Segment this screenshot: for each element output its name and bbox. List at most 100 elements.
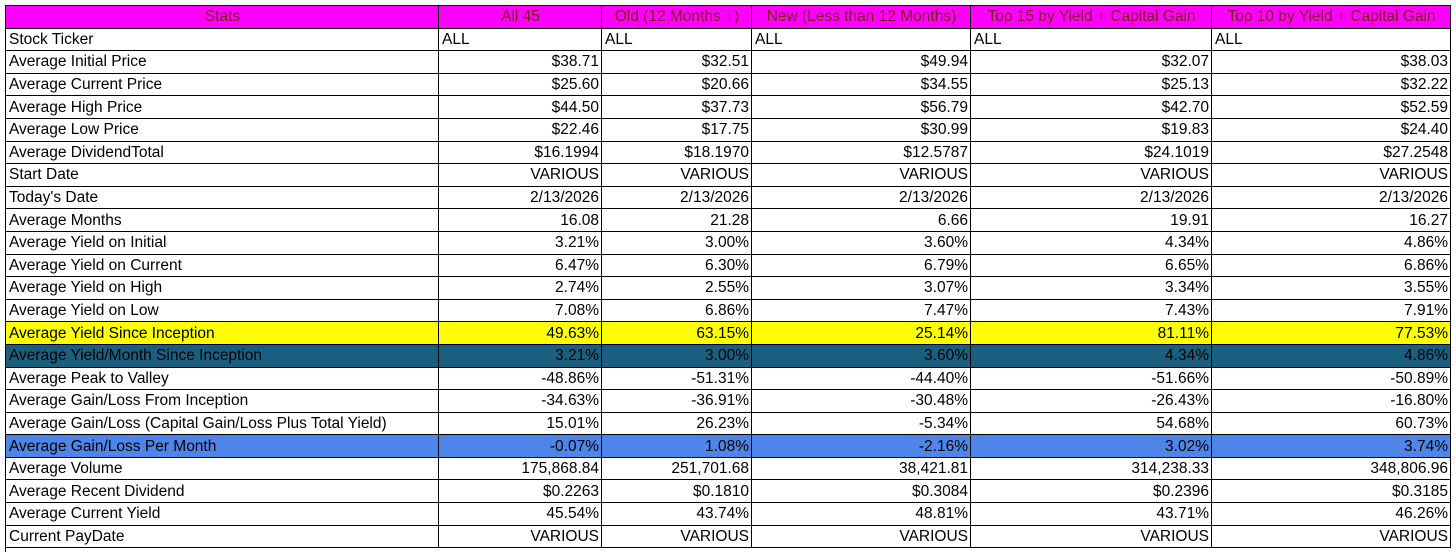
value-cell[interactable]: VARIOUS (438, 524, 602, 549)
header-cell-top-15[interactable]: Top 15 by Yield + Capital Gain (970, 5, 1212, 29)
row-label-cell[interactable]: Average Gain/Loss From Inception (5, 389, 439, 413)
value-cell[interactable]: -30.48% (751, 389, 971, 413)
value-cell[interactable]: -51.31% (601, 366, 752, 391)
value-cell[interactable]: $0.1810 (601, 479, 752, 504)
value-cell[interactable]: 3.74% (1211, 434, 1451, 458)
value-cell[interactable]: VARIOUS (601, 524, 752, 549)
value-cell[interactable]: 3.60% (751, 230, 971, 255)
value-cell[interactable]: -16.80% (1211, 389, 1451, 413)
row-label-cell[interactable]: Average Yield on High (5, 276, 439, 300)
value-cell[interactable]: $38.71 (438, 50, 602, 74)
value-cell[interactable]: $22.46 (438, 117, 602, 142)
value-cell[interactable]: 3.55% (1211, 276, 1451, 300)
row-label-cell[interactable]: Average Volume (5, 456, 439, 481)
row-label-cell[interactable]: Average Initial Price (5, 50, 439, 74)
value-cell[interactable]: $34.55 (751, 72, 971, 97)
value-cell[interactable]: $0.2263 (438, 479, 602, 504)
value-cell[interactable]: 3.21% (438, 343, 602, 368)
row-label-cell[interactable]: Average Low Price (5, 117, 439, 142)
value-cell[interactable]: -26.43% (970, 389, 1212, 413)
value-cell[interactable]: 2/13/2026 (1211, 185, 1451, 210)
value-cell[interactable]: 49.63% (438, 321, 602, 345)
row-label-cell[interactable]: Average Recent Dividend (5, 479, 439, 504)
value-cell[interactable]: 2/13/2026 (601, 185, 752, 210)
value-cell[interactable]: $12.5787 (751, 140, 971, 165)
value-cell[interactable]: $38.03 (1211, 50, 1451, 74)
value-cell[interactable]: 45.54% (438, 502, 602, 526)
value-cell[interactable]: 175,868.84 (438, 456, 602, 481)
value-cell[interactable]: 3.07% (751, 276, 971, 300)
value-cell[interactable]: -34.63% (438, 389, 602, 413)
value-cell[interactable]: $37.73 (601, 95, 752, 119)
value-cell[interactable]: $16.1994 (438, 140, 602, 165)
value-cell[interactable]: 43.71% (970, 502, 1212, 526)
value-cell[interactable]: 4.86% (1211, 230, 1451, 255)
value-cell[interactable]: 3.00% (601, 230, 752, 255)
header-cell-stats[interactable]: Stats (5, 5, 439, 29)
value-cell[interactable]: -5.34% (751, 411, 971, 436)
value-cell[interactable]: 6.30% (601, 253, 752, 278)
row-label-cell[interactable]: Start Date (5, 163, 439, 187)
value-cell[interactable]: 4.86% (1211, 343, 1451, 368)
row-label-cell[interactable]: Stock Ticker (5, 27, 439, 52)
value-cell[interactable]: 60.73% (1211, 411, 1451, 436)
value-cell[interactable]: 16.08 (438, 208, 602, 232)
value-cell[interactable]: ALL (751, 27, 971, 52)
value-cell[interactable]: 7.43% (970, 298, 1212, 323)
value-cell[interactable]: 7.08% (438, 298, 602, 323)
value-cell[interactable]: 2.55% (601, 276, 752, 300)
value-cell[interactable]: 4.34% (970, 230, 1212, 255)
row-label-cell[interactable]: Average High Price (5, 95, 439, 119)
value-cell[interactable]: 25.14% (751, 321, 971, 345)
value-cell[interactable]: 7.47% (751, 298, 971, 323)
value-cell[interactable]: ALL (970, 27, 1212, 52)
row-label-cell[interactable]: Average DividendTotal (5, 140, 439, 165)
row-label-cell[interactable]: Average Months (5, 208, 439, 232)
row-label-cell[interactable]: Average Yield on Current (5, 253, 439, 278)
value-cell[interactable]: $17.75 (601, 117, 752, 142)
value-cell[interactable]: 54.68% (970, 411, 1212, 436)
row-label-cell[interactable]: Average Peak to Valley (5, 366, 439, 391)
value-cell[interactable]: VARIOUS (970, 163, 1212, 187)
value-cell[interactable]: VARIOUS (1211, 524, 1451, 549)
value-cell[interactable]: 1.08% (601, 434, 752, 458)
value-cell[interactable]: 3.02% (970, 434, 1212, 458)
value-cell[interactable]: $32.22 (1211, 72, 1451, 97)
value-cell[interactable]: $52.59 (1211, 95, 1451, 119)
value-cell[interactable]: VARIOUS (1211, 163, 1451, 187)
value-cell[interactable]: -36.91% (601, 389, 752, 413)
value-cell[interactable]: 6.79% (751, 253, 971, 278)
header-cell-new[interactable]: New (Less than 12 Months) (751, 5, 971, 29)
value-cell[interactable]: 16.27 (1211, 208, 1451, 232)
value-cell[interactable]: 2.74% (438, 276, 602, 300)
value-cell[interactable]: 26.23% (601, 411, 752, 436)
header-cell-top-10[interactable]: Top 10 by Yield + Capital Gain (1211, 5, 1451, 29)
value-cell[interactable]: 46.26% (1211, 502, 1451, 526)
value-cell[interactable]: 63.15% (601, 321, 752, 345)
value-cell[interactable]: 77.53% (1211, 321, 1451, 345)
row-label-cell[interactable]: Average Current Yield (5, 502, 439, 526)
value-cell[interactable]: $32.51 (601, 50, 752, 74)
value-cell[interactable]: 348,806.96 (1211, 456, 1451, 481)
value-cell[interactable]: $0.3084 (751, 479, 971, 504)
value-cell[interactable]: $25.60 (438, 72, 602, 97)
value-cell[interactable]: $56.79 (751, 95, 971, 119)
row-label-cell[interactable]: Average Yield on Initial (5, 230, 439, 255)
row-label-cell[interactable]: Average Yield on Low (5, 298, 439, 323)
value-cell[interactable]: 7.91% (1211, 298, 1451, 323)
row-label-cell[interactable]: Average Current Price (5, 72, 439, 97)
row-label-cell[interactable]: Average Yield Since Inception (5, 321, 439, 345)
value-cell[interactable]: $44.50 (438, 95, 602, 119)
value-cell[interactable]: 2/13/2026 (751, 185, 971, 210)
value-cell[interactable]: $49.94 (751, 50, 971, 74)
value-cell[interactable]: 2/13/2026 (438, 185, 602, 210)
value-cell[interactable]: 3.34% (970, 276, 1212, 300)
value-cell[interactable]: 3.00% (601, 343, 752, 368)
value-cell[interactable]: 3.21% (438, 230, 602, 255)
value-cell[interactable]: $0.2396 (970, 479, 1212, 504)
value-cell[interactable]: -44.40% (751, 366, 971, 391)
row-label-cell[interactable]: Current PayDate (5, 524, 439, 549)
value-cell[interactable]: ALL (1211, 27, 1451, 52)
value-cell[interactable]: -2.16% (751, 434, 971, 458)
value-cell[interactable]: $25.13 (970, 72, 1212, 97)
